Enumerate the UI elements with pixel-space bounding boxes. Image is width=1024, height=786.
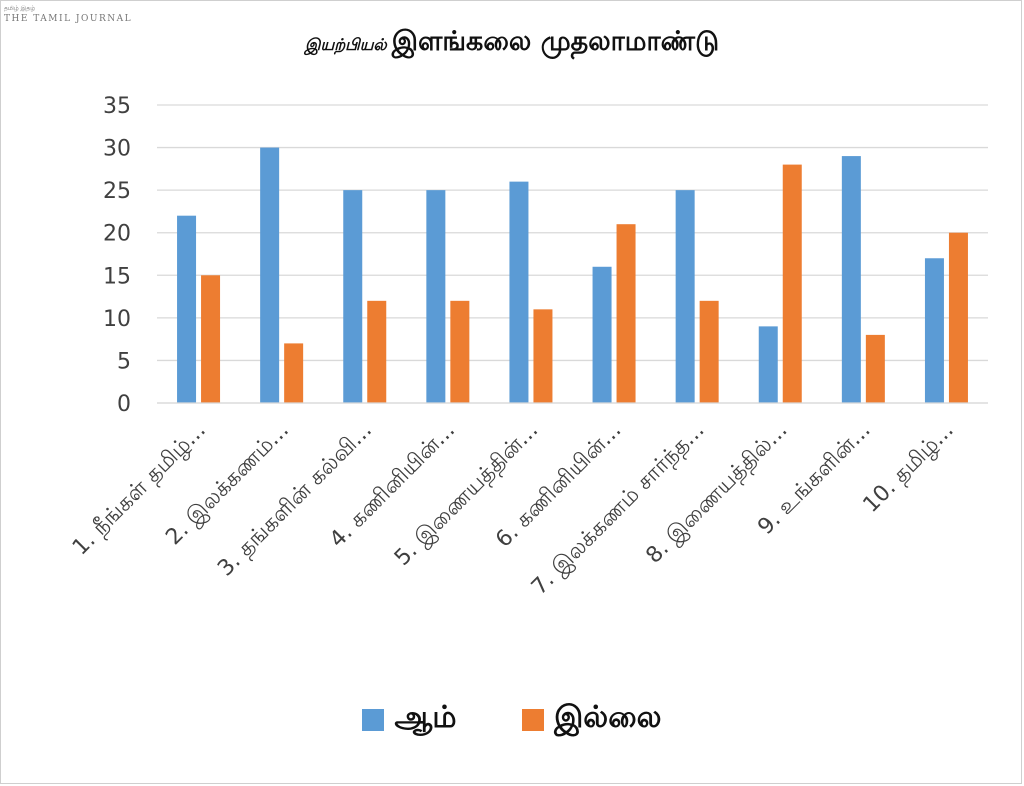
bar-yes [509, 181, 529, 403]
bar-no [367, 300, 387, 403]
x-tick-label: 10. தமிழ்... [859, 418, 960, 519]
legend-label-no: இல்லை [554, 700, 662, 735]
legend-item-yes: ஆம் [362, 700, 457, 739]
bar-no [284, 343, 304, 403]
y-tick-label: 5 [117, 349, 131, 374]
bar-yes [177, 215, 197, 403]
x-tick-label: 1. நீங்கள் தமிழ்... [68, 418, 211, 561]
y-tick-label: 35 [103, 94, 131, 119]
bar-yes [841, 156, 861, 403]
bar-yes [260, 147, 280, 403]
bar-no [450, 300, 470, 403]
y-tick-label: 0 [117, 392, 131, 417]
legend-swatch-yes [362, 708, 385, 731]
y-tick-label: 30 [103, 137, 131, 162]
legend-label-yes: ஆம் [394, 700, 457, 735]
y-tick-label: 20 [103, 222, 131, 247]
bar-no [699, 300, 719, 403]
y-tick-label: 15 [103, 264, 131, 289]
bar-no [948, 232, 968, 403]
bar-yes [426, 190, 446, 403]
bar-no [865, 334, 885, 403]
bar-no [533, 309, 553, 403]
chart-title: இயற்பியல் இளங்கலை முதலாமாண்டு [0, 26, 1024, 61]
watermark-logo: தமிழ் இதழ் THE TAMIL JOURNAL [4, 4, 132, 24]
legend-item-no: இல்லை [522, 700, 662, 739]
bar-no [616, 224, 636, 403]
y-tick-label: 10 [103, 307, 131, 332]
bar-yes [675, 190, 695, 403]
y-tick-label: 25 [103, 179, 131, 204]
bar-no [201, 275, 221, 403]
x-tick-label: 8. இணையத்தில்... [641, 418, 793, 570]
bar-no [782, 164, 802, 403]
watermark-brand: THE TAMIL JOURNAL [4, 14, 133, 24]
chart-legend: ஆம் இல்லை [0, 700, 1024, 739]
x-tick-label: 5. இணையத்தின்... [390, 418, 544, 572]
watermark-tamil: தமிழ் இதழ் [4, 5, 36, 12]
chart-title-main: இளங்கலை முதலாமாண்டு [391, 26, 720, 57]
bar-yes [592, 266, 612, 403]
chart-title-prefix: இயற்பியல் [304, 35, 387, 54]
bar-yes [758, 326, 778, 403]
bar-yes [924, 258, 944, 403]
legend-swatch-no [522, 708, 545, 731]
x-tick-label: 3. தங்களின் கல்வி... [213, 418, 378, 583]
bar-yes [343, 190, 363, 403]
